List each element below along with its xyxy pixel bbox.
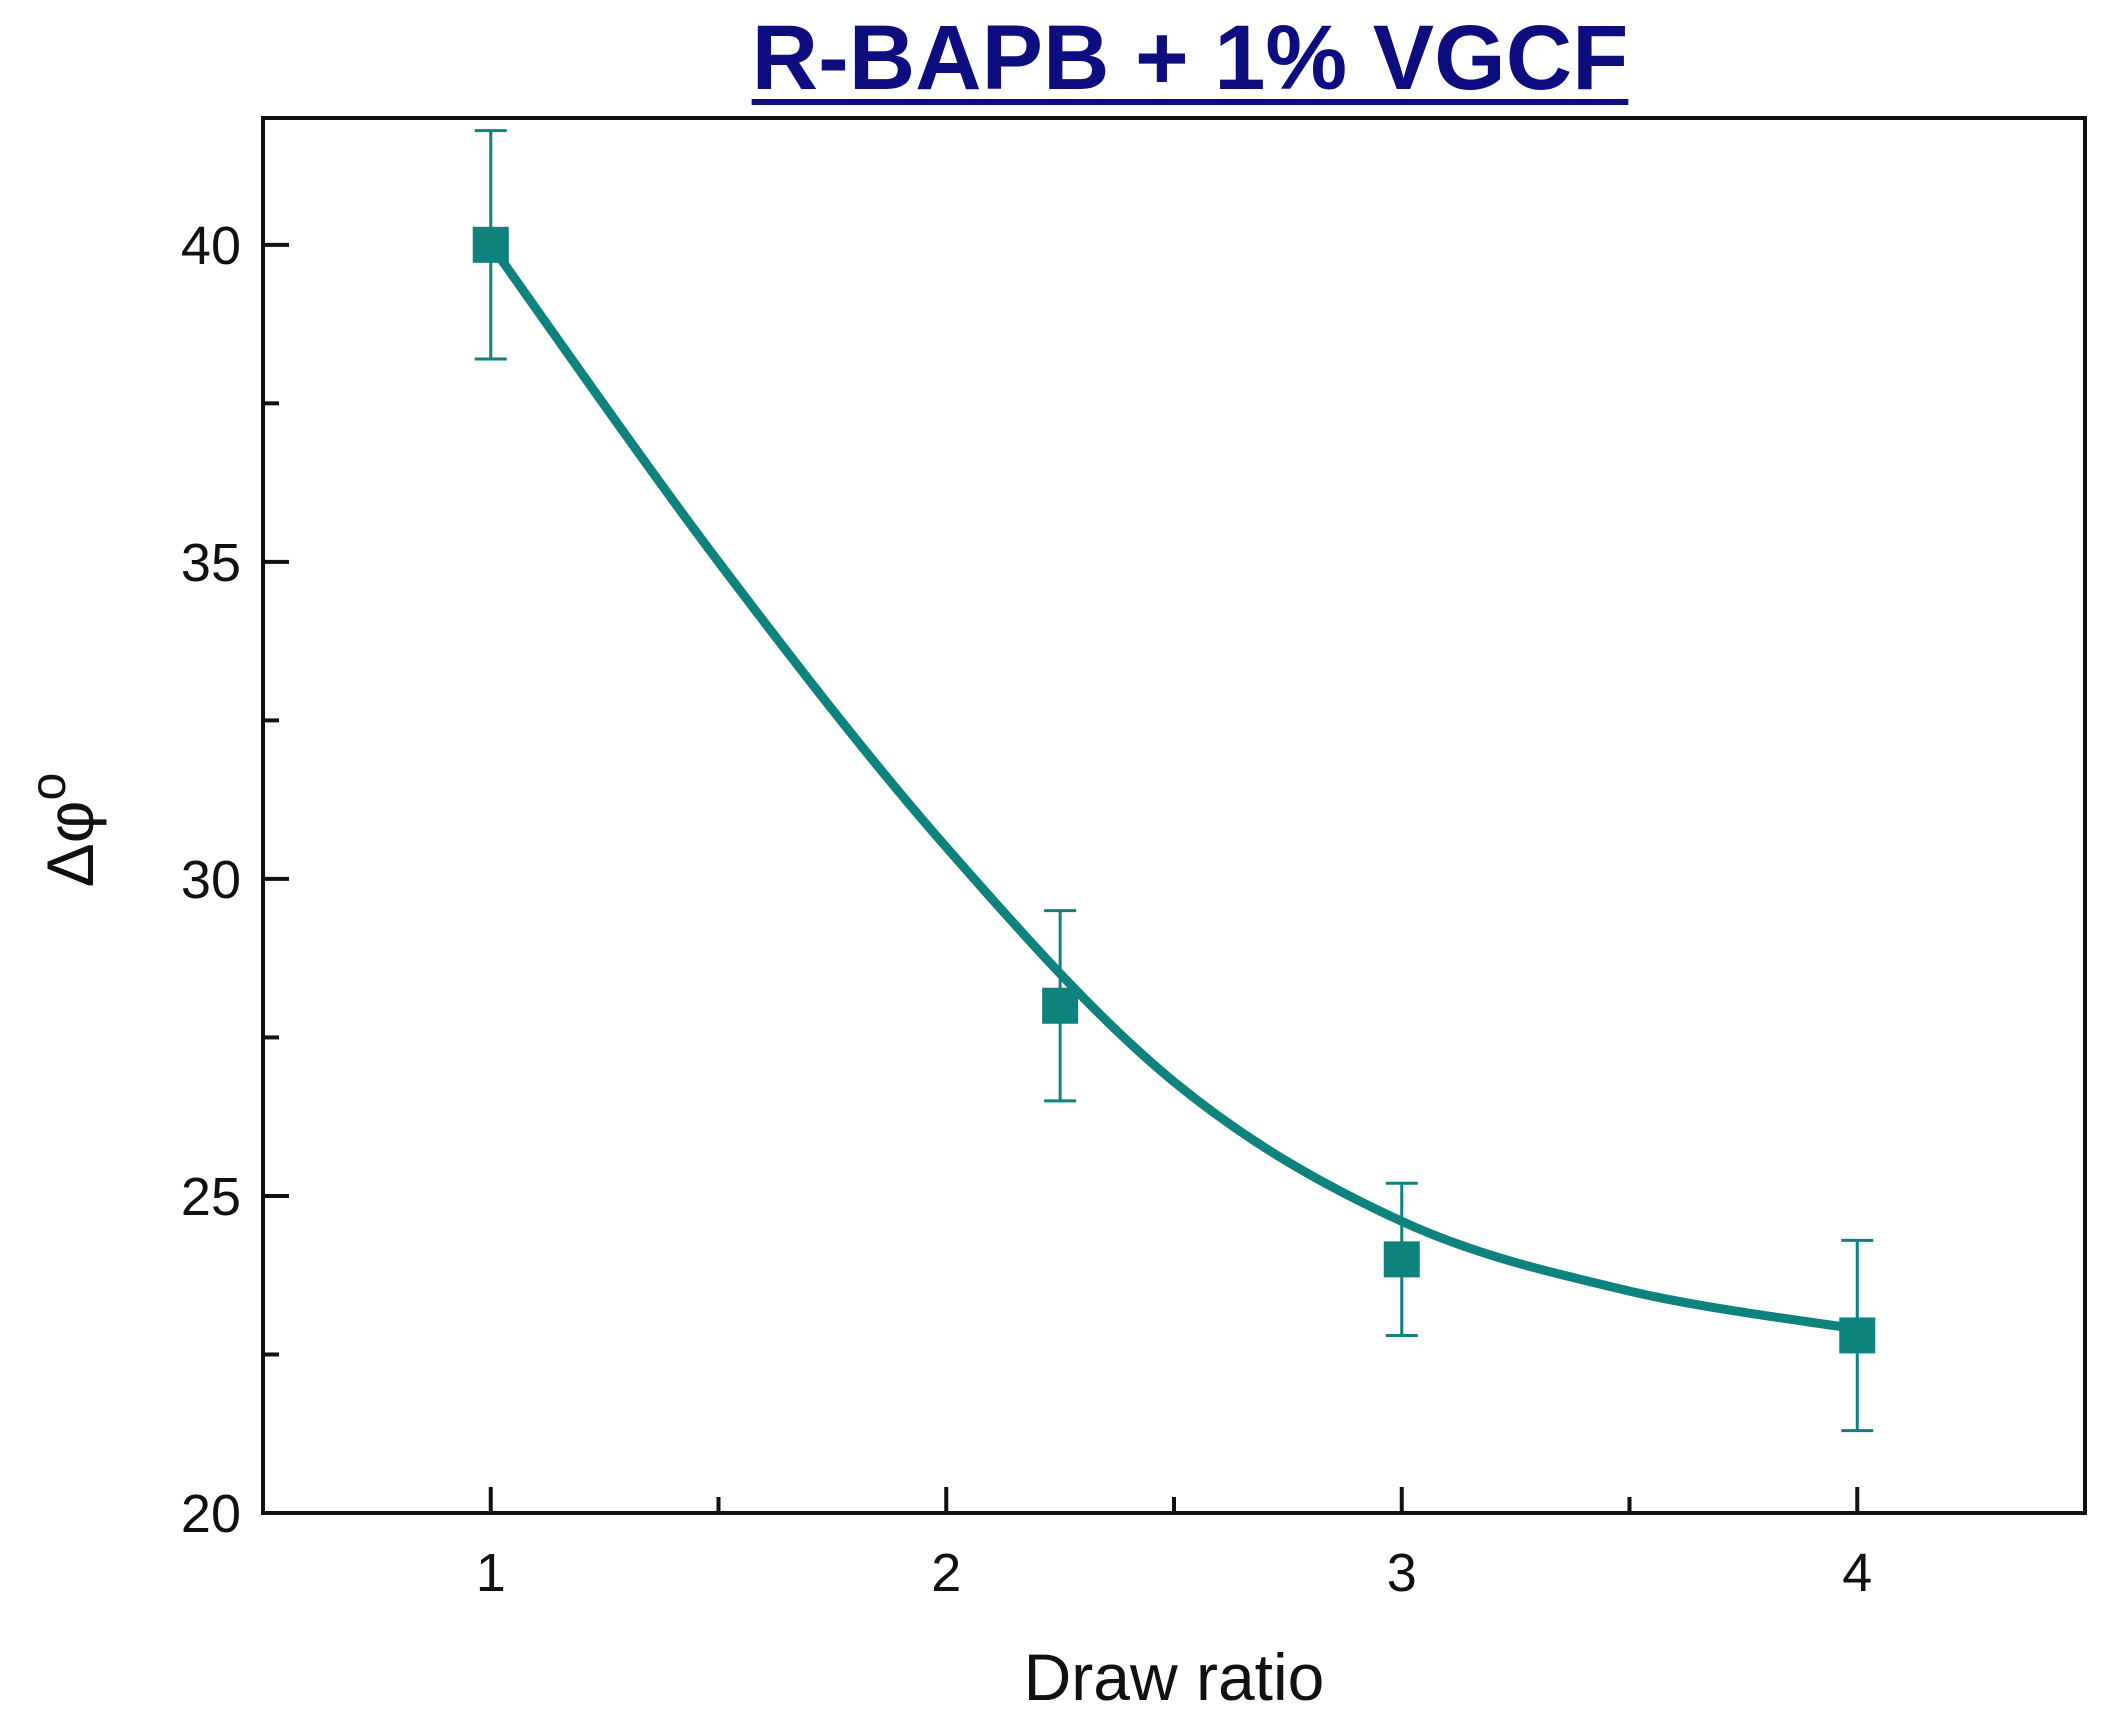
- x-tick-label: 3: [1387, 1543, 1417, 1603]
- y-tick-label: 25: [181, 1167, 241, 1227]
- chart-title: R-BAPB + 1% VGCF: [751, 7, 1629, 109]
- data-point-marker: [1839, 1317, 1876, 1354]
- x-axis-label: Draw ratio: [1024, 1640, 1325, 1714]
- plot-frame: [261, 116, 2087, 1515]
- data-point-marker: [472, 226, 509, 263]
- error-bars-group: [474, 129, 1874, 1433]
- x-axis-ticks: 1 2 3 4: [476, 1487, 2087, 1603]
- markers-group: [472, 226, 1876, 1354]
- x-tick-label: 2: [931, 1543, 961, 1603]
- data-point-marker: [1042, 987, 1079, 1024]
- fit-curve: [486, 240, 1862, 1334]
- y-axis-ticks: 20 25 30 35 40: [181, 216, 289, 1544]
- y-tick-label: 20: [181, 1484, 241, 1544]
- y-axis-label: Δφo: [20, 773, 107, 888]
- y-tick-label: 40: [181, 216, 241, 276]
- x-tick-label: 1: [476, 1543, 506, 1603]
- y-tick-label: 35: [181, 533, 241, 593]
- data-point-marker: [1383, 1241, 1420, 1278]
- fit-curve-group: [486, 240, 1862, 1334]
- y-tick-label: 30: [181, 850, 241, 910]
- x-tick-label: 4: [1842, 1543, 1872, 1603]
- y-axis-label-main: Δφ: [33, 800, 107, 887]
- y-axis-label-superscript: o: [20, 773, 76, 801]
